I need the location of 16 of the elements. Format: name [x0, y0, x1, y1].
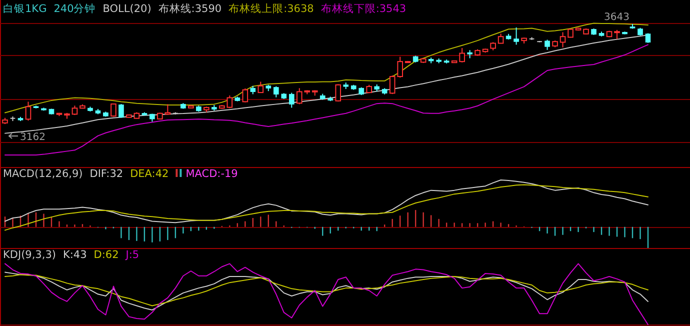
- legend-title: MACD(12,26,9): [3, 168, 83, 180]
- text: J:5: [124, 249, 140, 261]
- chart-subtitle: 240分钟: [54, 3, 96, 15]
- legend-label: MACD:-19: [186, 168, 238, 180]
- text: K:43: [62, 249, 87, 261]
- legend-title: BOLL(20): [102, 3, 152, 15]
- text: DIF:32: [90, 168, 124, 180]
- text: 布林线下限:3543: [320, 2, 406, 15]
- text: DEA:42: [130, 168, 169, 180]
- annotation: 3643: [604, 12, 630, 23]
- annotation: 3162: [20, 132, 46, 143]
- legend-title: KDJ(9,3,3): [3, 249, 56, 261]
- chart-title: 白银1KG: [3, 3, 47, 15]
- text: 布林线:3590: [158, 2, 222, 15]
- text: D:62: [94, 249, 119, 261]
- text: 布林线上限:3638: [228, 2, 314, 15]
